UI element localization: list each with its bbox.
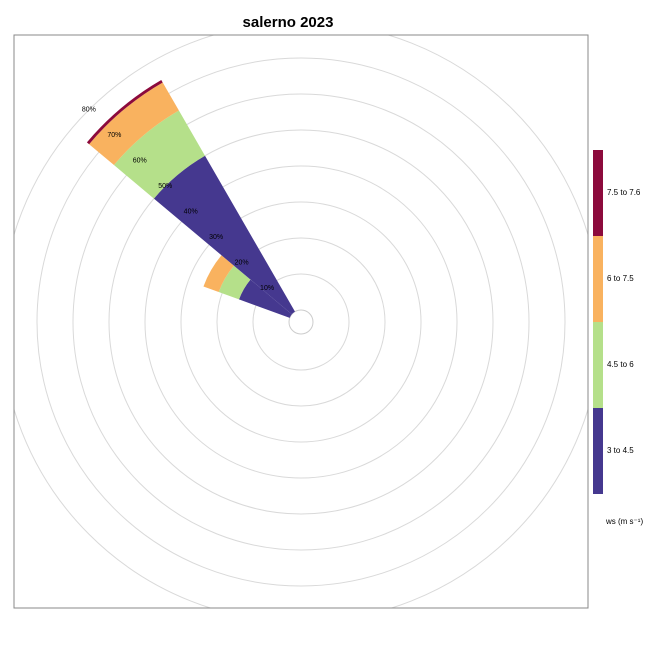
grid-ring bbox=[180, 201, 422, 443]
frame bbox=[13, 34, 589, 609]
grid-ring bbox=[108, 129, 494, 515]
legend-label: 7.5 to 7.6 bbox=[607, 188, 641, 197]
wedge bbox=[203, 255, 234, 293]
grid-ring bbox=[144, 165, 458, 479]
wedge bbox=[89, 82, 179, 166]
wedge bbox=[113, 110, 205, 199]
legend-label: 3 to 4.5 bbox=[607, 446, 634, 455]
legend-swatch bbox=[593, 150, 603, 236]
ring-label: 20% bbox=[235, 259, 249, 266]
ring-label: 30% bbox=[209, 234, 223, 241]
ring-label: 80% bbox=[82, 107, 96, 114]
chart-title: salerno 2023 bbox=[243, 14, 334, 31]
grid-ring bbox=[72, 93, 530, 551]
legend-label: 4.5 to 6 bbox=[607, 360, 634, 369]
legend-swatch bbox=[593, 408, 603, 494]
ring-label: 10% bbox=[260, 285, 274, 292]
ring-label: 60% bbox=[133, 158, 147, 165]
legend-swatch bbox=[593, 322, 603, 408]
grid-ring bbox=[252, 273, 350, 371]
wedge bbox=[238, 279, 292, 318]
legend-title: ws (m s⁻¹) bbox=[605, 517, 643, 526]
grid-ring bbox=[36, 57, 566, 587]
wedge bbox=[218, 265, 251, 300]
grid-ring bbox=[216, 237, 386, 407]
plot-area: 10% 20% 30% 40% 50% 60% 70% 80% bbox=[14, 35, 588, 608]
ring-label: 40% bbox=[184, 209, 198, 216]
legend-label: 6 to 7.5 bbox=[607, 274, 634, 283]
wedge bbox=[153, 155, 295, 315]
legend: 3 to 4.5 4.5 to 6 6 to 7.5 7.5 to 7.6 bbox=[593, 150, 641, 494]
legend-swatch bbox=[593, 236, 603, 322]
ring-label: 70% bbox=[107, 132, 121, 139]
inner-circle bbox=[288, 309, 314, 335]
wedge bbox=[86, 79, 163, 145]
ring-label: 50% bbox=[158, 183, 172, 190]
